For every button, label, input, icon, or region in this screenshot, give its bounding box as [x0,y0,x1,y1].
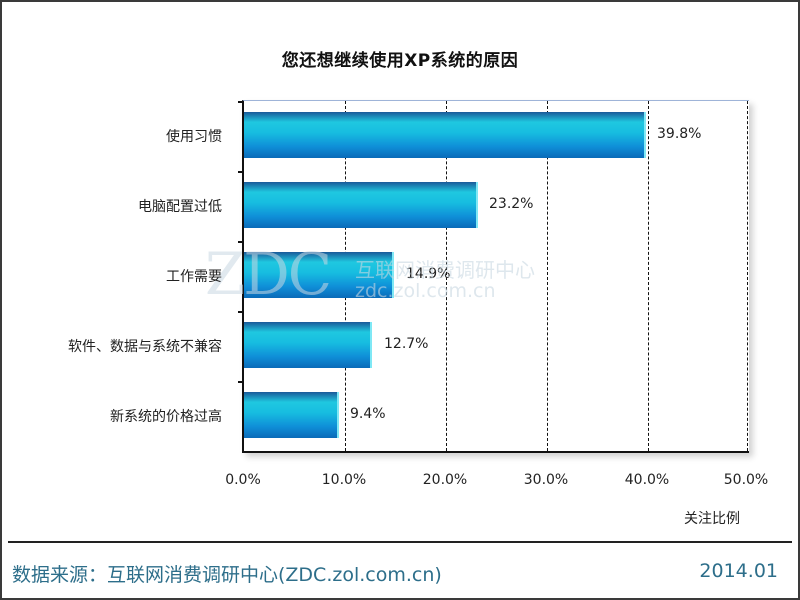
value-label-3: 12.7% [384,336,429,352]
data-date: 2014.01 [699,560,778,582]
x-tick-label: 0.0% [225,472,261,488]
x-tick-label: 30.0% [523,472,569,488]
y-tick [238,311,244,313]
gridline-30 [547,101,548,451]
y-tick [238,381,244,383]
y-tick [238,241,244,243]
category-label-0: 使用习惯 [166,129,222,145]
value-label-2: 14.9% [406,266,451,282]
y-tick [238,101,244,103]
bar-0 [244,112,646,158]
category-label-2: 工作需要 [166,269,222,285]
x-tick-label: 20.0% [422,472,468,488]
value-label-4: 9.4% [350,406,386,422]
footer-divider [8,541,792,543]
data-source: 数据来源：互联网消费调研中心(ZDC.zol.com.cn) [12,564,442,586]
x-tick-label: 50.0% [723,472,769,488]
x-axis-label: 关注比例 [684,511,740,527]
gridline-50 [747,101,748,451]
chart-title: 您还想继续使用XP系统的原因 [281,51,519,71]
category-label-4: 新系统的价格过高 [110,409,222,425]
value-label-1: 23.2% [489,196,534,212]
plot-area: 39.8% 23.2% 14.9% 12.7% 9.4% [238,100,749,453]
bar-1 [244,182,478,228]
category-label-1: 电脑配置过低 [138,199,222,215]
bar-3 [244,322,372,368]
gridline-20 [446,101,447,451]
value-label-0: 39.8% [657,126,702,142]
y-tick [238,171,244,173]
gridline-40 [648,101,649,451]
category-label-3: 软件、数据与系统不兼容 [68,339,222,355]
x-tick-label: 40.0% [624,472,670,488]
bar-2 [244,252,394,298]
x-tick-label: 10.0% [321,472,367,488]
bar-4 [244,392,339,438]
